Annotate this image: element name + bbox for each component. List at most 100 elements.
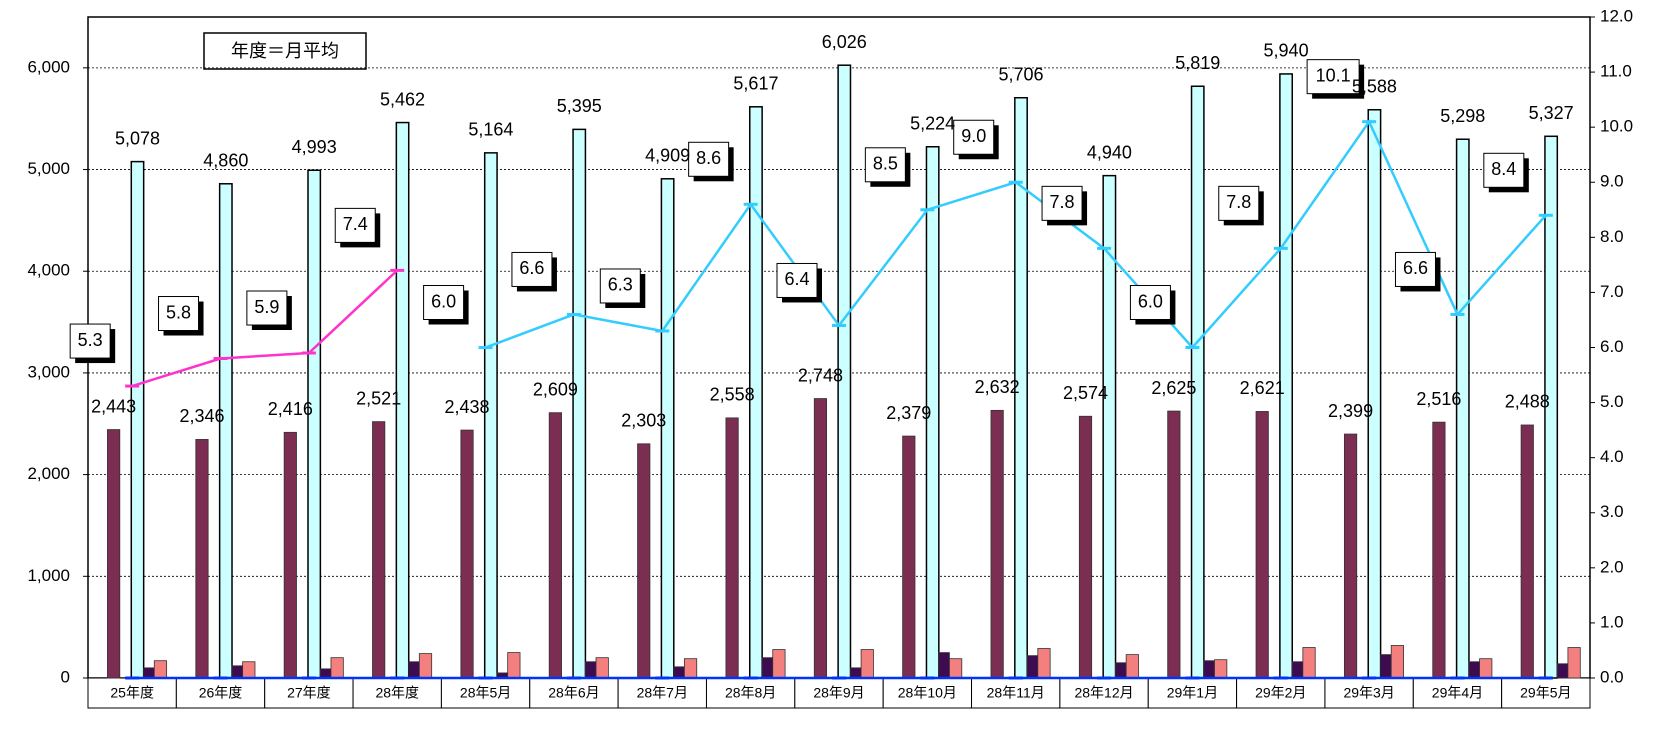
bar-value-label: 5,462: [380, 89, 425, 109]
bar: [460, 429, 474, 679]
bar: [949, 658, 963, 679]
line-value-label: 6.6: [1403, 258, 1428, 278]
bar-value-label: 2,621: [1240, 378, 1285, 398]
bar: [1367, 108, 1382, 679]
bar-value-label: 2,748: [798, 365, 843, 385]
label-box: [1306, 59, 1360, 95]
bar-value-label: 5,588: [1352, 76, 1397, 96]
line-value-label: 6.0: [1138, 291, 1163, 311]
label-box: [158, 296, 200, 332]
x-tick-cell: [352, 677, 442, 709]
bar-value-label: 2,558: [710, 385, 755, 405]
bar: [1037, 648, 1051, 679]
x-tick-label: 25年度: [110, 685, 154, 701]
bar-value-label: 4,909: [645, 146, 690, 166]
x-tick-label: 28年8月: [725, 685, 776, 701]
bar: [372, 421, 386, 679]
label-box: [1129, 285, 1171, 320]
bar: [143, 667, 155, 679]
x-tick-cell: [1324, 677, 1414, 709]
annotation: 年度＝月平均: [231, 41, 339, 61]
y-tick-label: 3,000: [27, 362, 70, 381]
bar-value-label: 2,488: [1505, 392, 1550, 412]
bar-value-label: 4,860: [203, 151, 248, 171]
bar: [813, 398, 828, 679]
bar-value-label: 5,706: [998, 64, 1043, 84]
bar-value-label: 5,164: [468, 120, 513, 140]
bar-value-label: 6,026: [822, 32, 867, 52]
bar: [107, 429, 121, 679]
bar: [1556, 663, 1569, 679]
y2-tick-label: 12.0: [1600, 6, 1633, 25]
x-tick-cell: [705, 677, 796, 709]
bar: [130, 160, 145, 679]
line-value-label: 5.9: [254, 297, 279, 317]
line-value-label: 6.4: [784, 269, 809, 289]
x-tick-label: 29年3月: [1343, 685, 1394, 701]
bar: [153, 660, 168, 679]
line-value-label: 5.8: [166, 302, 191, 322]
bar: [1115, 662, 1127, 679]
bar: [1255, 411, 1269, 679]
bar: [1468, 661, 1480, 679]
bar-value-label: 2,632: [975, 377, 1020, 397]
line-value-label: 8.6: [696, 148, 721, 168]
label-box: [1218, 185, 1260, 221]
bar-value-label: 5,327: [1529, 103, 1574, 123]
label-box: [776, 262, 818, 298]
bar: [218, 183, 233, 679]
label-box: [864, 147, 906, 183]
x-tick-cell: [1147, 677, 1238, 709]
line-value-label: 6.3: [608, 275, 633, 295]
bar: [683, 658, 698, 679]
label-box: [953, 119, 995, 155]
annotation-box: [203, 32, 367, 70]
label-box: [334, 207, 376, 243]
label-box: [69, 323, 111, 359]
x-tick-cell: [529, 677, 619, 709]
bar-value-label: 2,609: [533, 379, 578, 399]
bar-value-label: 2,521: [356, 388, 401, 408]
bar: [242, 661, 256, 679]
y-tick-label: 0: [61, 667, 70, 686]
y2-tick-label: 10.0: [1600, 117, 1633, 136]
y2-tick-label: 4.0: [1600, 447, 1624, 466]
bar: [307, 169, 322, 679]
label-box: [246, 290, 288, 326]
bar: [585, 661, 597, 679]
y-tick-label: 4,000: [27, 261, 70, 280]
x-tick-cell: [1501, 677, 1591, 709]
line-value-label: 7.4: [343, 214, 368, 234]
bar-value-label: 5,617: [733, 74, 778, 94]
bar-value-label: 2,346: [179, 406, 224, 426]
y-tick-label: 2,000: [27, 464, 70, 483]
y2-tick-label: 1.0: [1600, 612, 1624, 631]
bar: [637, 443, 651, 679]
bar: [507, 652, 521, 679]
y-tick-label: 1,000: [27, 566, 70, 585]
bar-value-label: 2,416: [268, 399, 313, 419]
bar-value-label: 2,443: [91, 396, 136, 416]
bar: [1026, 655, 1039, 679]
bar: [595, 657, 609, 679]
x-tick-label: 29年1月: [1167, 685, 1218, 701]
bar: [938, 652, 950, 679]
bar: [1203, 660, 1215, 679]
bar: [1078, 415, 1093, 679]
bar: [319, 668, 332, 679]
label-box: [1483, 152, 1525, 188]
line-value-label: 7.8: [1050, 192, 1075, 212]
bar: [1125, 654, 1139, 679]
bar-value-label: 5,395: [557, 96, 602, 116]
bar: [330, 657, 344, 679]
bar-value-label: 5,819: [1175, 53, 1220, 73]
bar-value-label: 2,399: [1328, 401, 1373, 421]
bar: [725, 417, 739, 679]
line-value-label: 9.0: [961, 126, 986, 146]
bar: [673, 666, 685, 679]
bar-value-label: 2,379: [886, 403, 931, 423]
x-tick-label: 28年10月: [898, 685, 957, 701]
bar: [761, 657, 774, 679]
bar: [1302, 647, 1316, 679]
